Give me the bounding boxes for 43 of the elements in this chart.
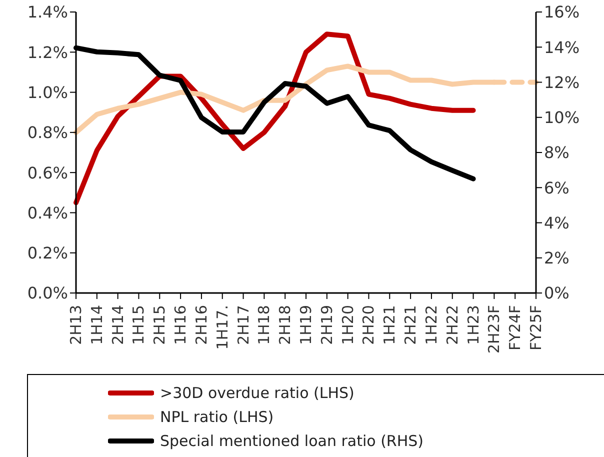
y2-tick-label: 16% xyxy=(544,2,580,22)
x-tick-label: 2H20 xyxy=(360,305,378,345)
y2-tick-label: 12% xyxy=(544,72,580,92)
y2-tick-label: 10% xyxy=(544,108,580,128)
x-tick-label: 2H17 xyxy=(234,305,252,345)
x-tick-label: 2H19 xyxy=(318,305,336,345)
y-tick-label: 0.8% xyxy=(27,123,68,142)
x-tick-label: 2H14 xyxy=(108,305,127,345)
x-tick-label: 2H21 xyxy=(402,305,420,345)
legend-label: >30D overdue ratio (LHS) xyxy=(160,384,354,402)
y-tick-label: 0.0% xyxy=(27,284,68,303)
x-tick-label: 1H23 xyxy=(464,305,482,345)
x-tick-label: 1H19 xyxy=(297,305,315,345)
x-tick-label: 1H17. xyxy=(213,305,232,350)
y-tick-label: 1.4% xyxy=(27,2,68,22)
x-tick-label: 1H16 xyxy=(172,305,190,345)
y2-tick-label: 14% xyxy=(544,38,580,57)
y-tick-label: 0.6% xyxy=(27,163,68,182)
y2-tick-label: 0% xyxy=(544,284,570,303)
x-tick-label: 2H13 xyxy=(67,305,85,345)
y-tick-label: 0.2% xyxy=(27,244,68,263)
x-tick-label: 2H23F xyxy=(485,305,504,354)
x-tick-label: 2H22 xyxy=(443,305,462,345)
y2-tick-label: 6% xyxy=(544,178,570,198)
x-tick-label: 1H20 xyxy=(338,305,357,345)
x-tick-label: 2H15 xyxy=(150,305,169,345)
legend-label: NPL ratio (LHS) xyxy=(160,408,274,426)
y2-tick-label: 4% xyxy=(544,213,570,232)
x-tick-label: 1H14 xyxy=(88,305,106,345)
x-tick-label: FY25F xyxy=(527,305,545,351)
x-tick-label: 1H18 xyxy=(255,305,274,345)
y-tick-label: 1.0% xyxy=(27,82,68,102)
y-tick-label: 1.2% xyxy=(27,42,68,62)
y-tick-label: 0.4% xyxy=(27,203,68,222)
y2-tick-label: 2% xyxy=(544,248,570,268)
y2-tick-label: 8% xyxy=(544,143,570,162)
x-tick-label: 1H22 xyxy=(422,305,440,345)
x-tick-label: 1H15 xyxy=(130,305,148,345)
x-tick-label: 2H16 xyxy=(192,305,210,345)
x-tick-label: 1H21 xyxy=(380,305,399,345)
x-tick-label: 2H18 xyxy=(276,305,294,345)
legend-label: Special mentioned loan ratio (RHS) xyxy=(160,432,424,450)
x-tick-label: FY24F xyxy=(506,305,524,351)
